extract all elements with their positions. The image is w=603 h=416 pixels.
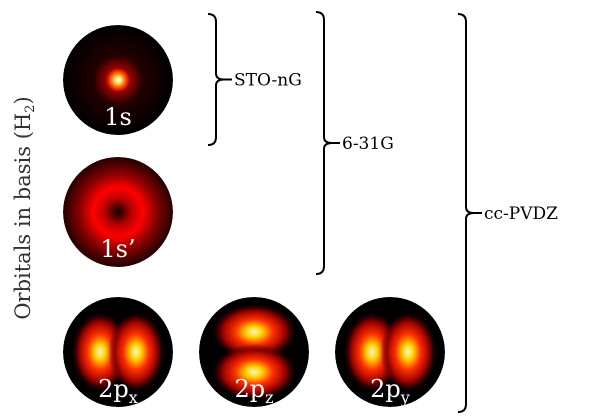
orbital: 2py <box>335 297 445 407</box>
orbital-label-main: 2p <box>234 375 265 403</box>
orbital-label-sub: z <box>265 388 273 407</box>
orbital-label-main: 2p <box>370 375 401 403</box>
orbital-label: 2px <box>98 375 138 407</box>
orbital-image <box>63 157 173 267</box>
axis-label-text: Orbitals in basis (H <box>11 113 35 320</box>
brace <box>457 13 475 413</box>
axis-label-end: ) <box>11 96 35 104</box>
axis-label-sub: 2 <box>23 105 38 113</box>
orbital-label-main: 1s’ <box>100 235 135 263</box>
brackets: STO-nG 6-31G cc-PVDZ <box>207 11 558 413</box>
orbital: 1s’ <box>63 157 173 267</box>
lobe <box>108 312 164 392</box>
lobe <box>212 344 296 400</box>
orbital: 1s <box>63 25 173 135</box>
orbital-label: 2pz <box>234 375 273 407</box>
orbital-label-sub: x <box>129 388 138 407</box>
orbital-label-main: 1s <box>104 103 132 131</box>
brace <box>207 13 225 146</box>
orbital-image <box>63 25 173 135</box>
orbital-label: 2py <box>370 375 410 407</box>
orbital: 2pz <box>199 297 309 407</box>
orbital-label-main: 2p <box>98 375 129 403</box>
bracket-label: STO-nG <box>234 71 302 91</box>
orbital-image <box>63 297 173 407</box>
lobe <box>380 312 436 392</box>
axis-label: Orbitals in basis (H2) <box>11 96 38 319</box>
brace <box>315 11 333 275</box>
bracket-label: 6-31G <box>342 134 394 154</box>
density <box>63 25 173 135</box>
orbital: 2px <box>63 297 173 407</box>
bracket-label: cc-PVDZ <box>484 204 558 224</box>
orbital-label: 1s <box>104 103 132 131</box>
density <box>63 157 173 267</box>
orbital-image <box>335 297 445 407</box>
lobe <box>212 304 296 360</box>
orbital-label-sub: y <box>400 388 410 407</box>
orbital-label: 1s’ <box>100 235 135 263</box>
orbital-image <box>199 297 309 407</box>
